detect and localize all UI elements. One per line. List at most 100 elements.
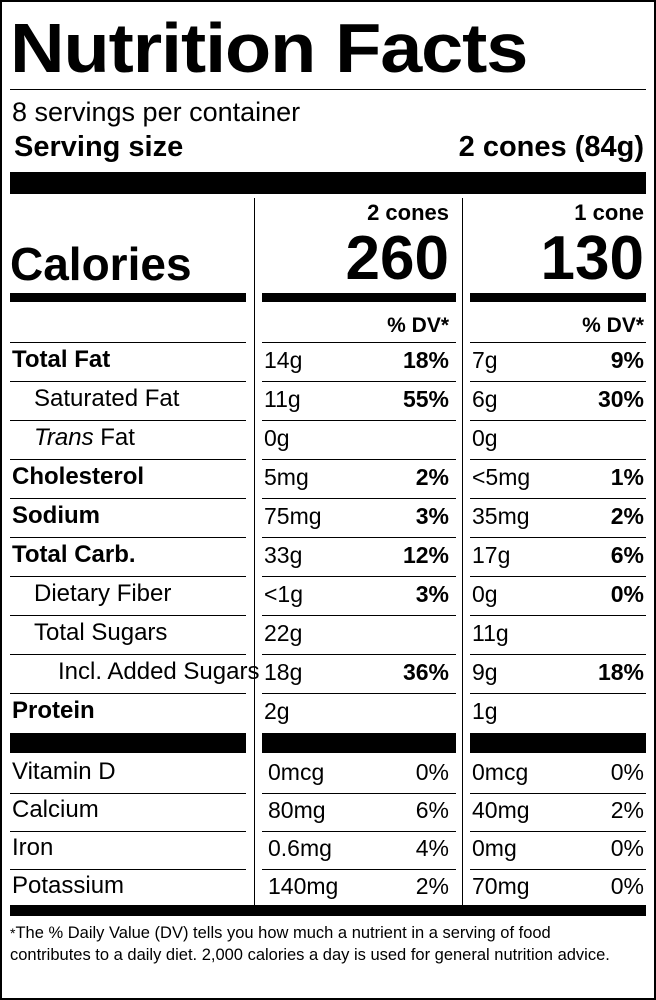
nutrient-name: Dietary Fiber — [34, 579, 171, 609]
dv-1-cone: 2% — [610, 503, 644, 529]
calories-rule-col2 — [470, 293, 646, 302]
footnote-star: * — [10, 925, 16, 941]
thick-divider-vitamins-col2 — [470, 733, 646, 753]
row-separator — [10, 654, 246, 655]
dv-2-cones: 18% — [402, 347, 449, 373]
dv-2-cones: 36% — [402, 659, 449, 685]
amount-2-cones: 14g — [264, 347, 303, 373]
dv-2-cones: 2% — [415, 464, 449, 490]
nutrient-name-text: Total Sugars — [34, 619, 168, 646]
vitamin-amount-1-cone: 70mg — [472, 873, 530, 899]
nutrient-name: Sodium — [12, 501, 100, 531]
vitamin-dv-2-cones: 4% — [415, 835, 449, 861]
serving-size-value: 2 cones (84g) — [458, 131, 644, 163]
row-separator — [10, 537, 246, 538]
column-divider-2 — [462, 198, 463, 916]
amount-2-cones: 5mg — [264, 464, 309, 490]
row-separator — [470, 576, 646, 577]
dv-header-col2: % DV* — [582, 314, 644, 337]
vitamin-dv-1-cone: 2% — [610, 797, 644, 823]
row-separator — [10, 576, 246, 577]
amount-2-cones: 33g — [264, 542, 303, 568]
dv-1-cone: 18% — [597, 659, 644, 685]
nutrient-name: Cholesterol — [12, 462, 144, 492]
vitamin-amount-2-cones: 0.6mg — [268, 835, 332, 861]
dv-2-cones: 3% — [415, 581, 449, 607]
row-separator — [262, 615, 456, 616]
row-separator — [470, 654, 646, 655]
vitamin-amount-2-cones: 140mg — [268, 873, 339, 899]
dv-1-cone: 9% — [610, 347, 644, 373]
amount-1-cone: 11g — [472, 620, 509, 646]
dv-1-cone: 30% — [597, 386, 644, 412]
calories-rule-col1 — [262, 293, 456, 302]
row-separator — [262, 342, 456, 343]
row-separator — [262, 654, 456, 655]
nutrient-name: Total Sugars — [34, 618, 167, 648]
row-separator — [262, 381, 456, 382]
nutrient-name: Incl. Added Sugars — [58, 657, 259, 687]
column-header-2-cones: 2 cones — [367, 200, 449, 225]
dv-1-cone: 1% — [610, 464, 644, 490]
dv-header-col1: % DV* — [387, 314, 449, 337]
nutrient-name-text: Saturated Fat — [34, 385, 180, 412]
label-title: Nutrition Facts — [10, 9, 528, 87]
nutrient-name-text: Protein — [12, 697, 95, 724]
nutrient-name-text: Total Carb. — [12, 541, 136, 568]
thick-divider-vitamins-col1 — [262, 733, 456, 753]
calories-1-cone: 130 — [540, 224, 644, 293]
amount-2-cones: 22g — [264, 620, 303, 646]
vitamin-amount-1-cone: 0mg — [472, 835, 517, 861]
amount-2-cones: 18g — [264, 659, 303, 685]
nutrient-name: Saturated Fat — [34, 384, 179, 414]
row-separator — [470, 420, 646, 421]
row-separator — [10, 831, 246, 832]
row-separator — [470, 869, 646, 870]
amount-2-cones: <1g — [264, 581, 304, 607]
row-separator — [470, 459, 646, 460]
vitamin-dv-2-cones: 0% — [415, 759, 449, 785]
row-separator — [470, 498, 646, 499]
vitamin-amount-2-cones: 0mcg — [268, 759, 325, 785]
amount-1-cone: 1g — [472, 698, 498, 724]
row-separator — [10, 793, 246, 794]
vitamin-name: Calcium — [12, 796, 99, 823]
nutrient-name-italic: Trans — [34, 424, 94, 451]
dv-2-cones: 55% — [402, 386, 449, 412]
amount-1-cone: 6g — [472, 386, 498, 412]
vitamin-dv-1-cone: 0% — [610, 759, 644, 785]
amount-2-cones: 75mg — [264, 503, 322, 529]
row-separator — [470, 342, 646, 343]
row-separator — [262, 693, 456, 694]
row-separator — [470, 831, 646, 832]
amount-1-cone: 35mg — [472, 503, 530, 529]
vitamin-amount-1-cone: 0mcg — [472, 759, 529, 785]
amount-1-cone: 9g — [472, 659, 498, 685]
nutrient-name: Protein — [12, 696, 95, 726]
row-separator — [262, 459, 456, 460]
thick-divider-top — [10, 172, 646, 194]
nutrient-name-text: Dietary Fiber — [34, 580, 172, 607]
row-separator — [470, 381, 646, 382]
thick-divider-vitamins-left — [10, 733, 246, 753]
row-separator — [262, 576, 456, 577]
amount-1-cone: 0g — [472, 581, 498, 607]
nutrient-name-text: Total Fat — [12, 346, 111, 373]
amount-1-cone: 17g — [472, 542, 511, 568]
vitamin-name: Iron — [12, 834, 54, 861]
row-separator — [10, 420, 246, 421]
dv-1-cone: 6% — [610, 542, 644, 568]
row-separator — [262, 498, 456, 499]
row-separator — [262, 420, 456, 421]
footnote: *The % Daily Value (DV) tells you how mu… — [10, 922, 630, 966]
vitamin-dv-1-cone: 0% — [610, 835, 644, 861]
nutrient-name-text: Sodium — [12, 502, 100, 529]
vitamin-amount-1-cone: 40mg — [472, 797, 530, 823]
column-divider-1 — [254, 198, 255, 916]
amount-2-cones: 2g — [264, 698, 290, 724]
calories-label: Calories — [10, 238, 192, 290]
serving-size-label: Serving size — [14, 131, 184, 163]
vitamin-name: Vitamin D — [12, 758, 116, 785]
thick-divider-bottom — [10, 905, 646, 916]
